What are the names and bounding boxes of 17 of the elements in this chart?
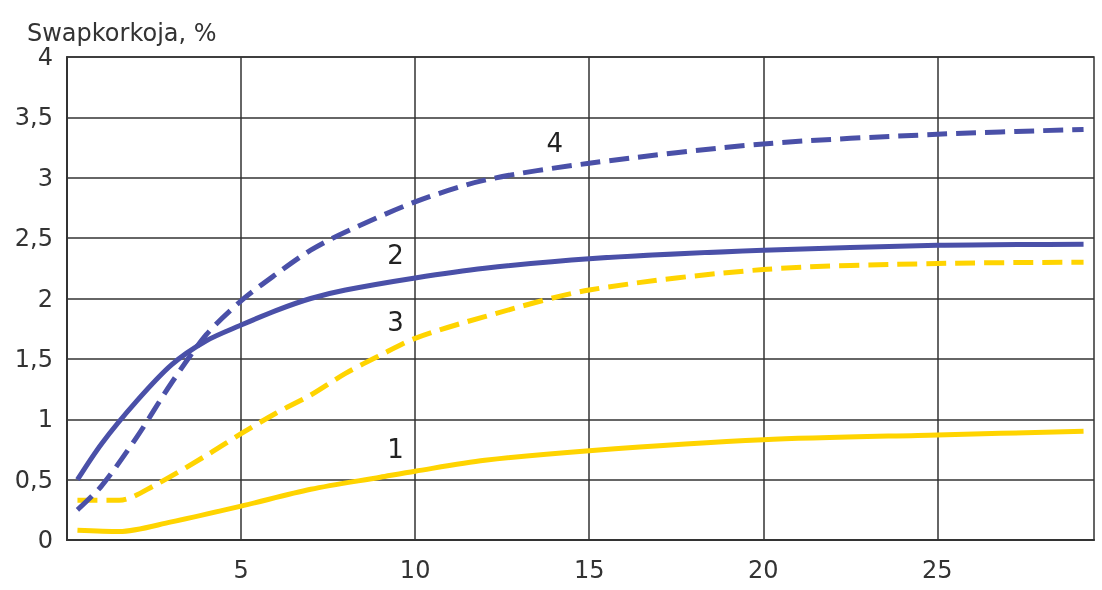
y-tick-label: 1 [37,405,53,434]
series-label: 3 [387,306,404,337]
x-tick-label: 10 [399,556,431,584]
x-tick-label: 20 [748,556,779,584]
y-tick-label: 2,5 [14,224,53,253]
x-tick-label: 25 [922,556,953,584]
series-label: 4 [546,127,564,158]
y-tick-label: 3,5 [14,103,53,132]
y-tick-label: 0 [37,526,53,554]
x-tick-label: 15 [573,556,605,584]
x-tick-label: 5 [233,556,249,584]
series-label: 2 [387,240,404,271]
series-label: 1 [387,433,404,464]
y-tick-label: 2 [37,284,53,313]
y-tick-label: 3 [37,163,53,192]
y-tick-label: 1,5 [14,344,53,373]
y-tick-label: 0,5 [14,465,53,494]
